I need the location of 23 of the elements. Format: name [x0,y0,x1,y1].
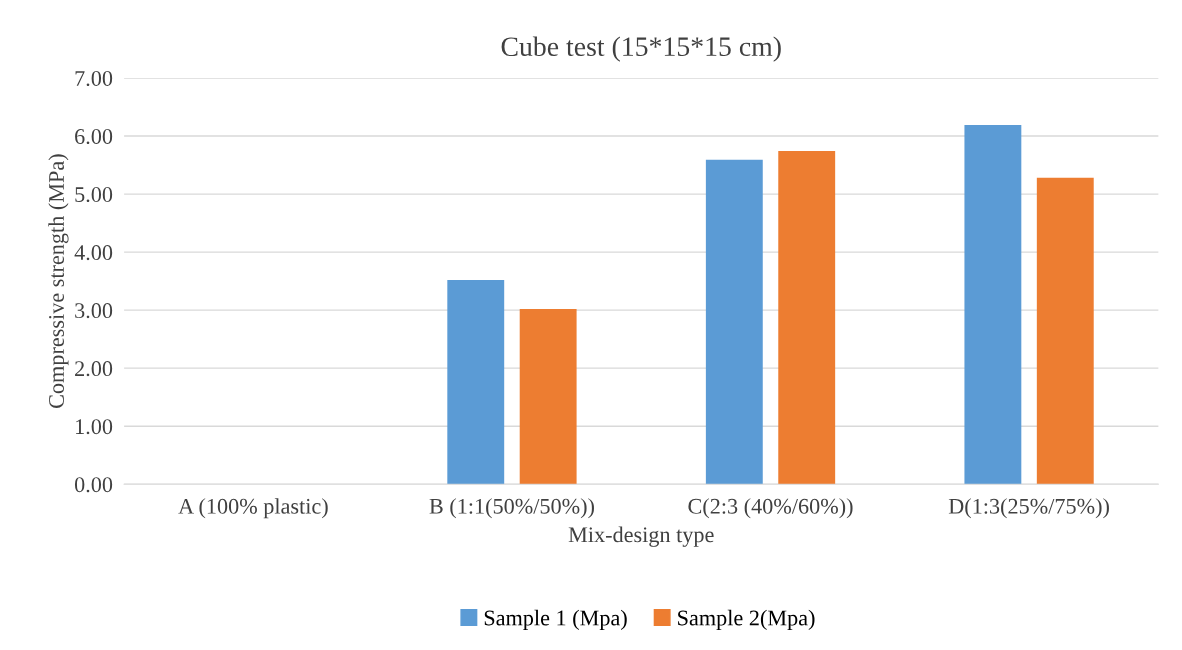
bar [447,279,505,485]
y-tick-label: 7.00 [75,70,113,87]
x-tick-label: B (1:1(50%/50%)) [429,498,594,519]
y-axis-title: Compressive strength (MPa) [48,154,69,408]
chart-title: Cube test (15*15*15 cm) [501,36,781,62]
x-tick-label: A (100% plastic) [178,498,328,519]
y-tick-label: 4.00 [74,245,113,261]
y-tick-label: 6.00 [75,128,113,145]
bar [519,308,577,485]
x-axis-title: Mix-design type [568,526,714,547]
bar [778,151,836,485]
legend-label: Sample 1 (Mpa) [484,609,627,630]
y-tick-label: 5.00 [75,187,113,203]
y-tick-label: 2.00 [75,361,113,377]
x-tick-label: D(1:3(25%/75%)) [948,498,1109,519]
bar [705,159,763,485]
x-tick-label: C(2:3 (40%/60%)) [688,498,853,519]
y-tick-label: 0.00 [74,477,113,493]
bar [1036,177,1094,485]
y-tick-label: 1.00 [76,419,113,435]
legend-label: Sample 2(Mpa) [678,609,815,630]
bar [964,125,1022,485]
y-tick-label: 3.00 [75,303,113,319]
